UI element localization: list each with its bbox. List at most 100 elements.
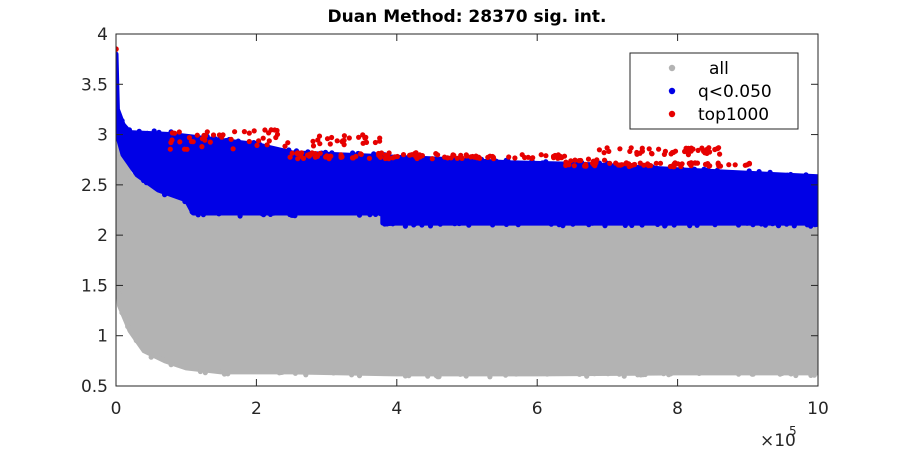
- series-2-edge-point: [195, 212, 201, 218]
- series-2-edge-point: [758, 221, 765, 227]
- series-3-point: [353, 153, 359, 159]
- series-3-point: [210, 132, 217, 138]
- x-tick-label: 10: [807, 399, 829, 419]
- series-3-point: [310, 143, 317, 149]
- series-2-edge-point: [762, 222, 769, 228]
- series-3-point: [295, 156, 301, 162]
- series-1-edge-point: [584, 373, 590, 379]
- series-3-point: [204, 129, 210, 135]
- series-1-edge-point: [503, 372, 509, 378]
- series-2-edge-point: [602, 223, 608, 229]
- series-3-point: [273, 134, 279, 141]
- series-2-edge-point: [292, 213, 298, 219]
- series-2-edge-point: [671, 222, 677, 228]
- series-2-edge-point: [237, 213, 243, 219]
- x-axis: 0 2 4 6 8 10: [111, 34, 829, 419]
- series-3-point: [576, 158, 582, 164]
- series-1-edge-point: [591, 371, 598, 377]
- series-2-edge-point: [735, 222, 742, 228]
- series-2-edge-point: [701, 166, 707, 172]
- series-3-point: [324, 136, 331, 142]
- series-1-edge-point: [668, 371, 674, 377]
- series-3-point: [246, 130, 252, 136]
- y-tick-label: 0.5: [81, 377, 108, 397]
- series-1-edge-point: [148, 354, 154, 360]
- series-1-edge-point: [635, 372, 641, 378]
- series-1-edge-point: [463, 373, 469, 379]
- series-3-point: [417, 152, 423, 158]
- series-3-point: [341, 133, 347, 139]
- y-tick-label: 2: [97, 226, 108, 246]
- series-1-edge-point: [197, 368, 203, 375]
- series-3-point: [260, 135, 266, 141]
- series-2-edge-point: [456, 220, 462, 227]
- series-3-point: [607, 160, 613, 166]
- series-2-edge-point: [503, 221, 509, 227]
- series-3-point: [412, 152, 419, 158]
- series-2-edge-point: [487, 159, 493, 165]
- series-1-edge-point: [736, 371, 742, 377]
- series-1-edge-point: [406, 373, 412, 379]
- legend: all q<0.050 top1000: [629, 52, 799, 130]
- series-3-point: [568, 158, 574, 164]
- series-3-point: [358, 151, 364, 157]
- series-2-edge-point: [367, 212, 373, 218]
- series-3-point: [282, 143, 288, 149]
- series-2-edge-point: [162, 191, 168, 197]
- series-3-point: [701, 148, 707, 154]
- series-3-point: [679, 161, 685, 167]
- series-3-point: [634, 151, 640, 157]
- series-3-point: [316, 133, 323, 139]
- series-2-edge-point: [767, 169, 773, 175]
- y-tick-label: 2.5: [81, 176, 108, 196]
- series-3-point: [386, 156, 392, 162]
- series-3-point: [400, 152, 407, 158]
- series-2-edge-point: [378, 211, 384, 217]
- legend-box: [629, 52, 799, 130]
- series-3-point: [571, 163, 577, 169]
- series-3-point: [339, 139, 345, 145]
- series-1-edge-point: [169, 361, 175, 367]
- series-3-point: [360, 140, 366, 146]
- series-3-point: [572, 157, 578, 163]
- series-2-edge-point: [639, 221, 645, 227]
- series-1-edge-point: [779, 370, 785, 376]
- series-3-point: [688, 148, 694, 154]
- series-3-point: [315, 137, 321, 143]
- series-2-edge-point: [712, 222, 718, 228]
- series-3-point: [646, 146, 652, 152]
- series-2-edge-point: [235, 138, 241, 144]
- series-3-point: [601, 157, 608, 163]
- series-2-edge-point: [144, 130, 150, 136]
- series-2-edge-point: [548, 221, 554, 227]
- series-3-point: [451, 152, 457, 158]
- series-3-point: [324, 153, 330, 159]
- series-3-point: [639, 145, 645, 151]
- series-2-edge-point: [216, 211, 222, 217]
- series-2-edge-point: [812, 222, 818, 228]
- series-3-point: [346, 135, 352, 141]
- y-axis: 0.5 1 1.5 2 2.5 3 3.5 4: [81, 25, 818, 397]
- series-3-point: [285, 140, 291, 146]
- series-3-point: [241, 129, 247, 135]
- series-1-edge-point: [330, 370, 337, 376]
- series-1-edge-point: [303, 372, 309, 378]
- series-2-edge-point: [270, 210, 277, 216]
- series-3-point: [394, 153, 400, 160]
- series-3-point: [601, 150, 607, 156]
- series-3-point: [626, 161, 632, 167]
- series-2-edge-point: [286, 147, 292, 153]
- series-2-edge-point: [390, 221, 396, 227]
- series-3-point: [199, 144, 205, 150]
- series-2-edge-point: [775, 223, 782, 229]
- x-tick-label: 6: [532, 399, 543, 419]
- series-2: [116, 51, 818, 229]
- series-3-point: [656, 146, 662, 152]
- legend-marker-q: [668, 87, 676, 95]
- series-3-point: [266, 130, 272, 136]
- series-3-point: [184, 146, 190, 152]
- series-1-edge-point: [661, 371, 667, 377]
- series-2-edge-point: [654, 165, 660, 171]
- series-3-point: [435, 152, 441, 158]
- series-3-point: [116, 46, 119, 52]
